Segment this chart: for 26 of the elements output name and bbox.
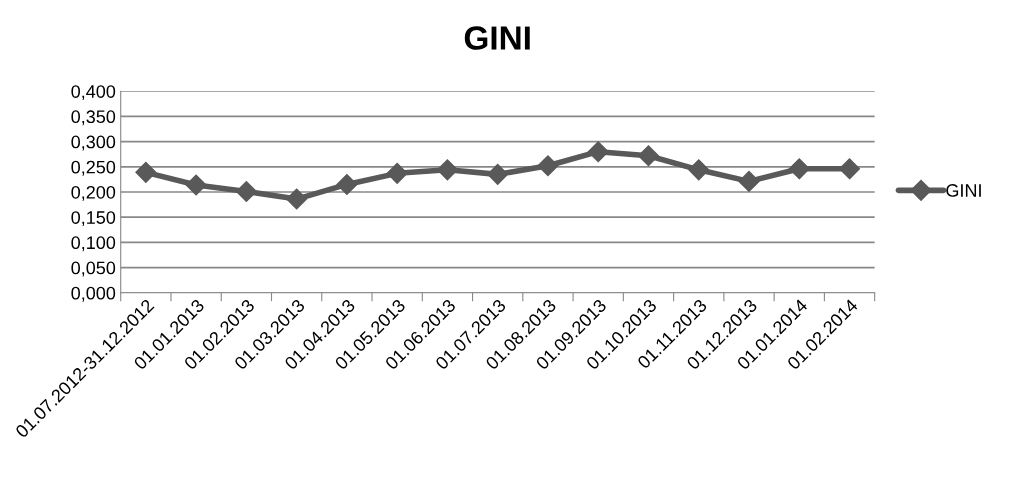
point <box>537 155 559 177</box>
y-tick-label: 0,050 <box>71 261 116 277</box>
point <box>788 158 810 180</box>
y-tick-label: 0,200 <box>71 185 116 201</box>
y-tick-label: 0,000 <box>71 286 116 302</box>
y-tick-label: 0,400 <box>71 85 116 101</box>
point <box>738 170 760 192</box>
legend-label: GINI <box>946 184 981 197</box>
y-tick-label: 0,300 <box>71 135 116 151</box>
point <box>436 159 458 181</box>
point <box>336 173 358 195</box>
y-tick-label: 0,250 <box>71 160 116 176</box>
point <box>839 158 861 180</box>
point <box>386 162 408 184</box>
point <box>235 180 257 203</box>
point <box>587 141 609 163</box>
point <box>185 174 207 196</box>
point <box>135 161 157 183</box>
y-tick-label: 0,100 <box>71 236 116 252</box>
chart-title: GINI <box>464 26 530 50</box>
y-tick-label: 0,350 <box>71 110 116 126</box>
point <box>286 188 308 210</box>
point <box>637 145 659 167</box>
point <box>487 163 509 185</box>
point <box>688 159 710 181</box>
y-tick-label: 0,150 <box>71 211 116 227</box>
